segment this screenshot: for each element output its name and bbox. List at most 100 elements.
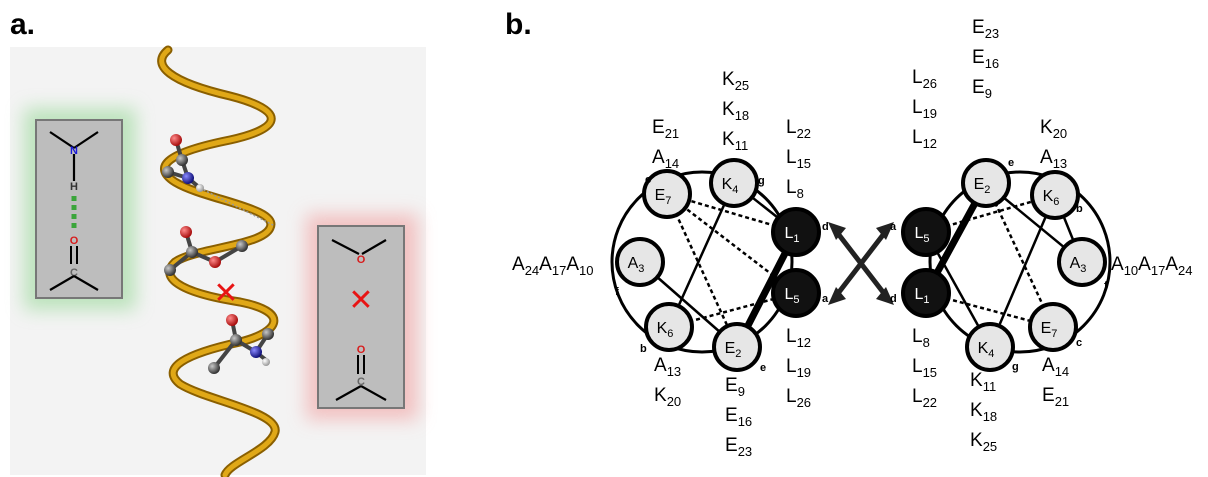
- residue-K6-left: [644, 302, 694, 352]
- label-L5-right: L5: [914, 225, 929, 245]
- label-K4-right: K4: [978, 340, 995, 360]
- label-L1-right: L1: [914, 286, 929, 306]
- residue-L5-right: [901, 207, 951, 257]
- stack-K4-right: K11 K18 K25: [970, 370, 997, 454]
- svg-text:E21: E21: [1042, 385, 1069, 409]
- residue-A3-left: [615, 237, 665, 287]
- ether-oxygen-label: O: [357, 254, 366, 266]
- pos-c-right: c: [1076, 337, 1082, 349]
- hbond-box-body: [35, 119, 123, 299]
- svg-text:K25: K25: [722, 69, 749, 93]
- residue-L1-right: [901, 268, 951, 318]
- panel-b-label: b.: [505, 8, 532, 41]
- svg-text:L22: L22: [912, 386, 937, 410]
- carbonyl-carbon-label: C: [357, 376, 365, 388]
- residue-K6-right: [1030, 170, 1080, 220]
- wheel-left-ring: [610, 170, 794, 354]
- residue-K4-right: [965, 322, 1015, 372]
- pos-c-left: c: [645, 174, 651, 186]
- svg-text:L19: L19: [786, 356, 811, 380]
- pos-g-left: g: [758, 175, 765, 187]
- svg-text:E16: E16: [972, 47, 999, 71]
- svg-text:L15: L15: [786, 147, 811, 171]
- label-E2-right: E2: [974, 176, 991, 196]
- residue-E2-left: [712, 322, 762, 372]
- label-E2-left: E2: [725, 340, 742, 360]
- hbond-box: N H O C: [24, 108, 136, 310]
- helical-wheel-right: L5 L1 E2 K6 A3 E7 K4 a d e b f c g E23 E…: [890, 17, 1192, 454]
- label-L1-left: L1: [784, 225, 799, 245]
- svg-text:E9: E9: [725, 375, 745, 399]
- residue-K4-left: [709, 158, 759, 208]
- label-K4-left: K4: [722, 176, 739, 196]
- pos-f-right: f: [1104, 280, 1108, 292]
- residue-E2-right: [961, 158, 1011, 208]
- carbon-atom-label: C: [70, 267, 78, 279]
- stack-E7-right: A14 E21: [1042, 355, 1069, 409]
- pos-b-right: b: [1076, 203, 1083, 215]
- stack-A3-left: A24A17A10: [512, 254, 593, 278]
- svg-text:E23: E23: [725, 435, 752, 459]
- svg-text:K20: K20: [1040, 117, 1067, 141]
- svg-text:A14: A14: [1042, 355, 1069, 379]
- stack-K6-right: K20 A13: [1040, 117, 1067, 171]
- svg-text:E9: E9: [972, 77, 992, 101]
- pos-e-left: e: [760, 362, 766, 374]
- pos-f-left: f: [615, 286, 619, 298]
- helix-ribbon: [157, 45, 280, 477]
- pos-d-right: d: [890, 293, 897, 305]
- oxygen-atom-label: O: [70, 235, 79, 247]
- residue-E7-left: [642, 169, 692, 219]
- label-E7-right: E7: [1041, 320, 1058, 340]
- svg-text:A13: A13: [654, 355, 681, 379]
- label-K6-left: K6: [657, 320, 674, 340]
- stack-E2-left: E9 E16 E23: [725, 375, 752, 459]
- stack-E2-right: E23 E16 E9: [972, 17, 999, 101]
- nitrogen-atom-label: N: [70, 145, 78, 157]
- pos-a-right: a: [890, 221, 897, 233]
- ball-stick-atoms: [162, 134, 276, 374]
- svg-text:K11: K11: [722, 129, 748, 153]
- svg-text:A13: A13: [1040, 147, 1067, 171]
- repulsion-box-body: [317, 225, 405, 409]
- label-K6-right: K6: [1043, 188, 1060, 208]
- stack-A3-right: A10A17A24: [1111, 254, 1192, 278]
- pos-d-left: d: [822, 221, 829, 233]
- label-A3-left: A3: [628, 255, 645, 275]
- svg-text:K18: K18: [722, 99, 749, 123]
- stack-K4-left: K25 K18 K11: [722, 69, 749, 153]
- svg-text:L19: L19: [912, 97, 937, 121]
- stack-K6-left: A13 K20: [654, 355, 681, 409]
- svg-text:L15: L15: [912, 356, 937, 380]
- pos-e-right: e: [1008, 157, 1014, 169]
- svg-text:K25: K25: [970, 430, 997, 454]
- label-E7-left: E7: [655, 187, 672, 207]
- carbonyl-oxygen-label: O: [357, 344, 366, 356]
- stack-E7-left: E21 A14: [652, 117, 679, 171]
- repulsion-cross-icon: ✕: [348, 284, 373, 317]
- helical-wheel-left: L1 L5 K4 E7 A3 K6 E2 d a e f b c g K25 K…: [512, 69, 829, 459]
- panel-a-label: a.: [10, 8, 36, 41]
- pos-b-left: b: [640, 343, 647, 355]
- svg-text:A14: A14: [652, 147, 679, 171]
- label-L5-left: L5: [784, 286, 799, 306]
- label-A3-right: A3: [1070, 255, 1087, 275]
- svg-text:E21: E21: [652, 117, 679, 141]
- stack-L1-left: L22 L15 L8: [786, 117, 811, 201]
- svg-text:L8: L8: [912, 326, 930, 350]
- hydrogen-atom-label: H: [70, 181, 78, 193]
- panel-b: L1 L5 K4 E7 A3 K6 E2 d a e f b c g K25 K…: [512, 17, 1192, 459]
- svg-text:E23: E23: [972, 17, 999, 41]
- stack-L1-right: L8 L15 L22: [912, 326, 937, 410]
- svg-text:E16: E16: [725, 405, 752, 429]
- svg-text:L26: L26: [912, 67, 937, 91]
- wheel-right-ring: [928, 170, 1112, 354]
- pos-g-right: g: [1012, 361, 1019, 373]
- svg-text:L8: L8: [786, 177, 804, 201]
- svg-text:L12: L12: [786, 326, 811, 350]
- residue-L5-left: [771, 268, 821, 318]
- pos-a-left: a: [822, 293, 829, 305]
- helix-cross-icon: ✕: [213, 277, 238, 310]
- residue-L1-left: [771, 207, 821, 257]
